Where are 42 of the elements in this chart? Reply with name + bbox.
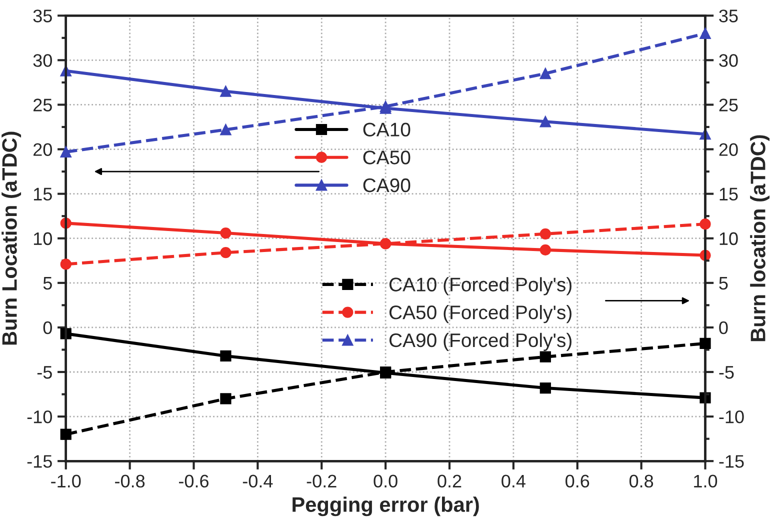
y2-tick-label: 15 (720, 188, 738, 201)
x-tick-label: 0.8 (629, 474, 654, 488)
x-tick-label: 0.4 (502, 474, 526, 488)
y-tick-label: -15 (27, 455, 52, 468)
y2-tick-label: 30 (719, 54, 738, 67)
y-tick-label: 10 (34, 232, 52, 246)
legend-label: CA90 (363, 178, 410, 192)
y2-axis-title: Burn location (aTDC) (750, 135, 770, 342)
x-tick-label: -0.6 (178, 474, 209, 488)
y-tick-label: -10 (27, 410, 52, 424)
legend-label: CA10 (363, 122, 410, 137)
y2-tick-label: -15 (719, 455, 744, 468)
x-tick-label: 0.0 (374, 474, 398, 488)
legend-label: CA50 (363, 150, 410, 164)
y-tick-label: 0 (43, 321, 52, 334)
y2-tick-label: 25 (719, 98, 738, 112)
y2-tick-label: 5 (719, 277, 728, 290)
y-tick-label: 5 (43, 277, 52, 290)
y-tick-label: 20 (34, 143, 52, 156)
y-tick-label: 35 (33, 10, 52, 22)
x-tick-label: 0.2 (438, 474, 462, 488)
y2-tick-label: 0 (719, 321, 728, 334)
y-tick-label: -5 (37, 366, 52, 379)
x-tick-label: 1.0 (694, 474, 718, 488)
y2-tick-label: 10 (720, 232, 738, 246)
y-axis-title: Burn Location (aTDC) (2, 132, 22, 345)
legend-label: CA10 (Forced Poly's) (389, 277, 572, 296)
x-tick-label: -0.2 (306, 474, 336, 488)
legend-label: CA50 (Forced Poly's) (389, 305, 572, 324)
y2-tick-label: 35 (719, 10, 738, 22)
legend-label: CA90 (Forced Poly's) (389, 332, 572, 351)
x-tick-label: 0.6 (566, 474, 590, 488)
y2-tick-label: -5 (719, 366, 734, 379)
y-tick-label: 30 (33, 54, 52, 67)
y2-tick-label: 20 (719, 143, 738, 156)
y-tick-label: 25 (34, 98, 52, 112)
y2-tick-label: -10 (719, 410, 744, 424)
x-tick-label: -0.8 (115, 474, 145, 488)
x-tick-label: -1.0 (51, 474, 81, 488)
x-tick-label: -0.4 (242, 474, 273, 488)
y-tick-label: 15 (34, 188, 52, 201)
x-axis-title: Pegging error (bar) (292, 496, 479, 516)
